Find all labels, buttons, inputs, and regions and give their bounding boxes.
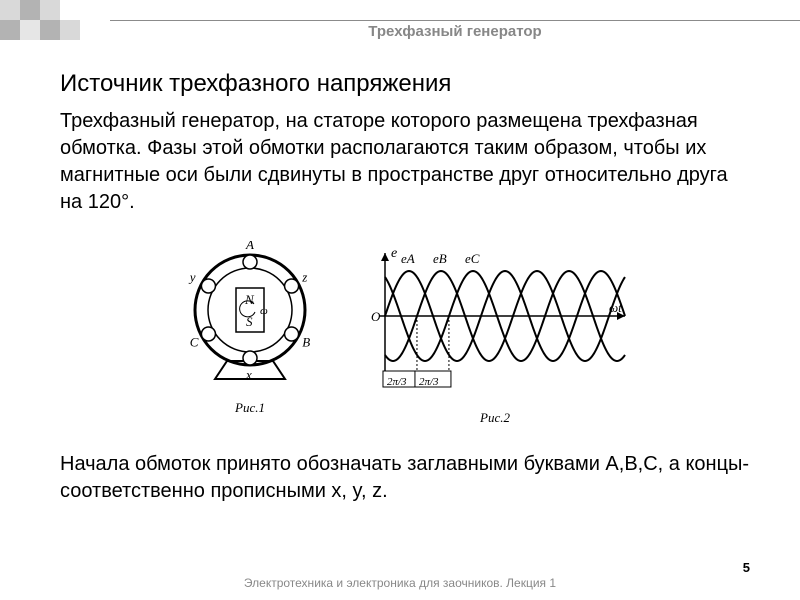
svg-text:2π/3: 2π/3 (419, 376, 439, 388)
svg-text:N: N (244, 292, 255, 307)
svg-text:ω: ω (260, 305, 268, 317)
figure-1: AzBxCyNSω Рис.1 (175, 241, 325, 416)
header-title: Трехфазный генератор (110, 20, 800, 40)
corner-decoration (0, 0, 90, 50)
svg-text:e: e (391, 246, 397, 261)
svg-text:B: B (302, 335, 310, 350)
figures-row: AzBxCyNSω Рис.1 eωtOeAeBeC2π/32π/3 Рис.2 (60, 241, 750, 426)
svg-text:O: O (371, 309, 381, 324)
svg-text:2π/3: 2π/3 (387, 376, 407, 388)
content-area: Источник трехфазного напряжения Трехфазн… (60, 70, 750, 505)
fig2-caption: Рис.2 (355, 410, 635, 426)
svg-text:eC: eC (465, 251, 480, 266)
page-number: 5 (743, 560, 750, 575)
fig1-caption: Рис.1 (175, 400, 325, 416)
svg-text:eA: eA (401, 251, 415, 266)
svg-text:C: C (190, 335, 199, 350)
svg-text:A: A (245, 241, 254, 252)
svg-text:y: y (188, 270, 196, 285)
footer-text: Электротехника и электроника для заочник… (0, 576, 800, 590)
svg-text:x: x (245, 367, 252, 382)
body-text: Трехфазный генератор, на статоре которог… (60, 108, 750, 216)
svg-text:eB: eB (433, 251, 447, 266)
subtitle: Источник трехфазного напряжения (60, 70, 750, 98)
figure-2: eωtOeAeBeC2π/32π/3 Рис.2 (355, 241, 635, 426)
bottom-text: Начала обмоток принято обозначать заглав… (60, 451, 750, 505)
svg-text:z: z (301, 270, 307, 285)
